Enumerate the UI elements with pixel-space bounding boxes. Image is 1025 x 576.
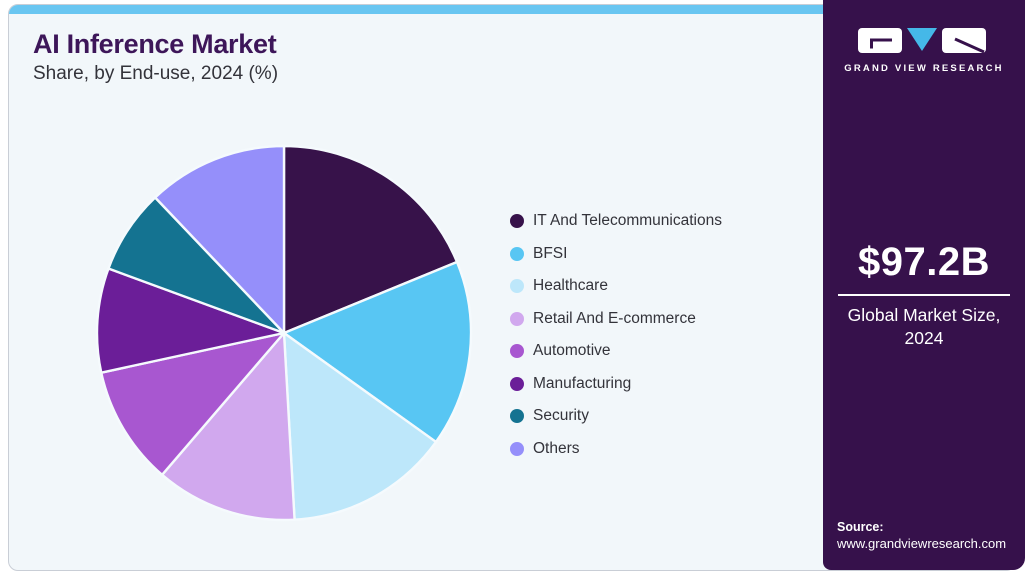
legend-label: Retail And E-commerce	[533, 309, 696, 327]
legend-item: Healthcare	[510, 270, 722, 303]
legend-item: Manufacturing	[510, 368, 722, 401]
pie-slice-4	[100, 331, 286, 477]
source-label: Source:	[837, 520, 884, 534]
legend-item: Security	[510, 400, 722, 433]
market-size-label: Global Market Size, 2024	[847, 305, 1001, 348]
brand-sidebar: GRAND VIEW RESEARCH $97.2B Global Market…	[823, 0, 1025, 570]
legend-label: Healthcare	[533, 277, 608, 295]
legend-label: Others	[533, 439, 580, 457]
market-size-value: $97.2B	[858, 240, 990, 284]
legend-swatch-icon	[510, 311, 524, 326]
pie-slice-3	[160, 331, 296, 522]
legend-swatch-icon	[510, 376, 524, 391]
legend-label: Automotive	[533, 342, 611, 360]
legend-label: IT And Telecommunications	[533, 212, 722, 230]
page-subtitle: Share, by End-use, 2024 (%)	[33, 63, 279, 84]
top-accent-bar	[9, 5, 1015, 14]
pie-slice-0	[282, 144, 459, 335]
legend-swatch-icon	[510, 409, 524, 424]
market-size-block: $97.2B Global Market Size, 2024	[823, 240, 1025, 350]
source-block: Source: www.grandviewresearch.com	[837, 520, 1006, 551]
legend-swatch-icon	[510, 246, 524, 261]
pie-slice-2	[282, 331, 438, 521]
page-title: AI Inference Market	[33, 29, 277, 59]
pie-chart-area	[94, 143, 474, 523]
legend-item: BFSI	[510, 238, 722, 271]
legend-swatch-icon	[510, 214, 524, 229]
logo-block: GRAND VIEW RESEARCH	[823, 27, 1025, 74]
legend-swatch-icon	[510, 279, 524, 294]
legend-item: Others	[510, 433, 722, 466]
legend-label: BFSI	[533, 244, 568, 262]
legend-item: IT And Telecommunications	[510, 205, 722, 238]
legend-item: Automotive	[510, 335, 722, 368]
legend-swatch-icon	[510, 344, 524, 359]
pie-slice-7	[153, 144, 286, 335]
divider	[838, 294, 1010, 296]
source-url-link[interactable]: www.grandviewresearch.com	[837, 536, 1007, 551]
pie-chart	[95, 144, 473, 522]
pie-slice-5	[95, 267, 286, 374]
pie-slice-1	[282, 260, 473, 444]
legend-label: Manufacturing	[533, 374, 632, 392]
gvr-logo-icon	[858, 28, 986, 54]
legend: IT And Telecommunications BFSI Healthcare R…	[510, 205, 722, 465]
legend-label: Security	[533, 407, 589, 425]
legend-item: Retail And E-commerce	[510, 303, 722, 336]
legend-swatch-icon	[510, 441, 524, 456]
logo-brand-text: GRAND VIEW RESEARCH	[844, 63, 1004, 74]
